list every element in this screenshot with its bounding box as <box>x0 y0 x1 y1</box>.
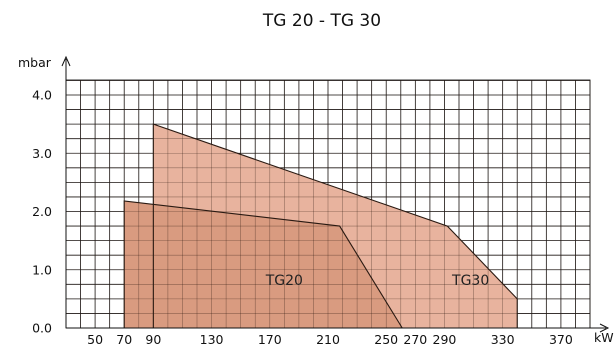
x-tick-label: 170 <box>258 332 282 347</box>
x-tick-label: 270 <box>403 332 427 347</box>
region-outline-tg20 <box>123 200 403 329</box>
x-tick-label: 210 <box>316 332 340 347</box>
x-tick-label: 90 <box>145 332 161 347</box>
region-labels: TG30 TG20 <box>265 273 490 289</box>
x-tick-label: 250 <box>374 332 398 347</box>
region-tg20 <box>124 201 403 328</box>
y-axis-label: mbar <box>18 55 52 70</box>
y-tick-labels: 0.0 1.0 2.0 3.0 4.0 <box>32 88 52 336</box>
x-axis-label: kW <box>594 330 614 345</box>
region-outline-tg30 <box>152 123 518 328</box>
y-tick-label: 4.0 <box>32 88 52 103</box>
x-tick-labels: 50 70 90 130 170 210 250 270 290 330 370 <box>87 332 573 347</box>
y-tick-label: 3.0 <box>32 146 52 161</box>
chart-title: TG 20 - TG 30 <box>262 11 381 31</box>
x-tick-label: 370 <box>549 332 573 347</box>
region-outlines <box>123 123 518 329</box>
x-axis-arrow <box>599 323 610 333</box>
x-tick-label: 50 <box>87 332 103 347</box>
y-tick-label: 1.0 <box>32 262 52 277</box>
y-axis-arrow <box>61 55 71 67</box>
region-label-tg20: TG20 <box>265 273 303 289</box>
region-label-tg30: TG30 <box>451 273 489 289</box>
y-tick-label: 0.0 <box>32 321 52 336</box>
x-tick-label: 70 <box>116 332 132 347</box>
x-tick-label: 130 <box>200 332 224 347</box>
axes <box>61 55 610 333</box>
x-tick-label: 330 <box>491 332 515 347</box>
y-tick-label: 2.0 <box>32 204 52 219</box>
x-tick-label: 290 <box>433 332 457 347</box>
